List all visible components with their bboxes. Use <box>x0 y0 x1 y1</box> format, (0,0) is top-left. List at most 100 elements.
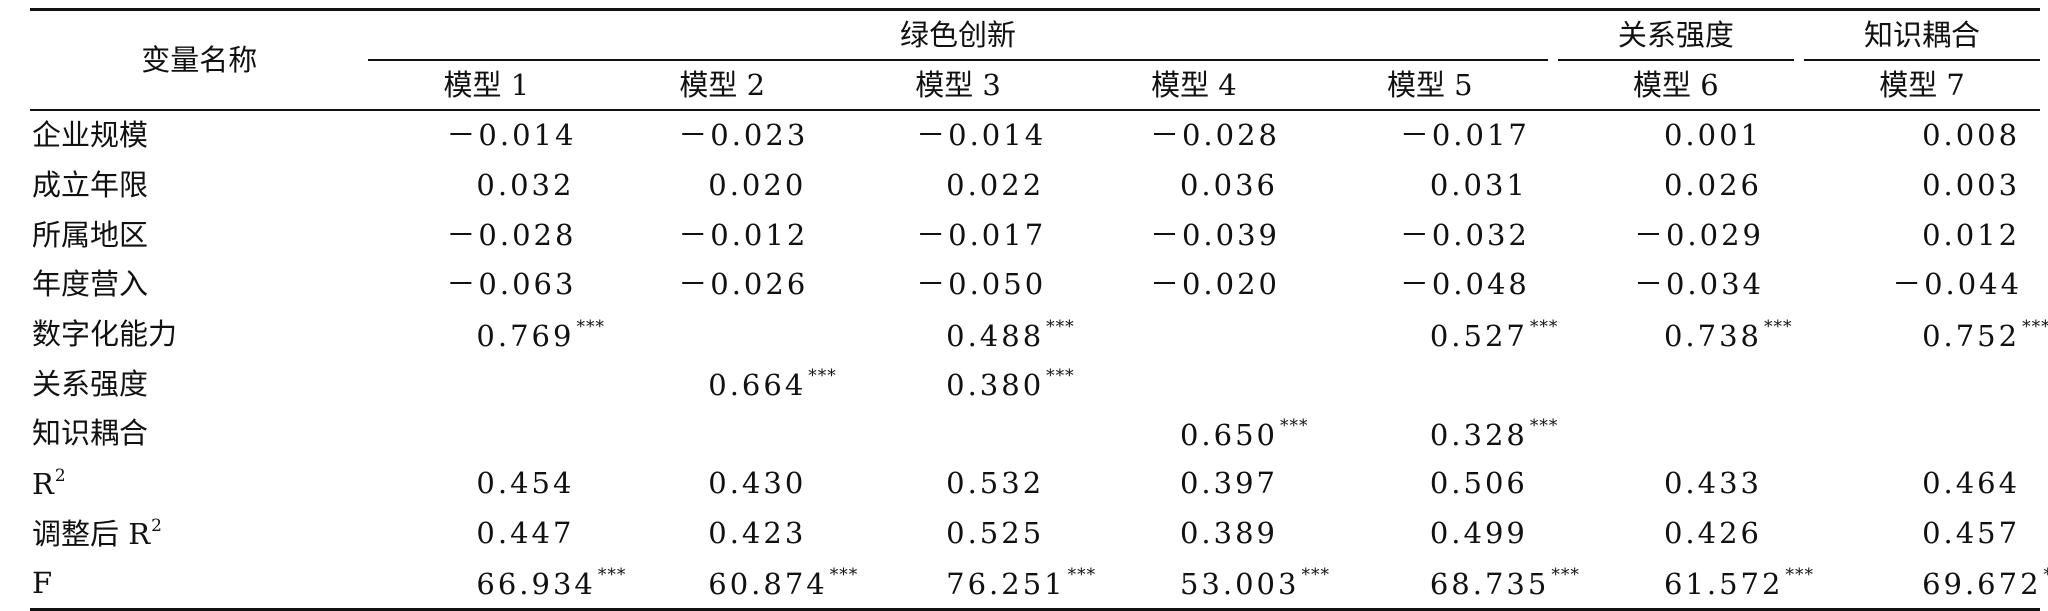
cell-model-7: 0.457 <box>1804 509 2040 559</box>
cell-model-4: 0.389 <box>1076 509 1312 559</box>
cell-model-7: 0.464 <box>1804 459 2040 509</box>
coefficient-value: 0.430 <box>708 466 807 501</box>
cell-gap <box>1794 310 1804 360</box>
cell-model-2: 0.423 <box>604 509 840 559</box>
cell-gap <box>1794 359 1804 409</box>
coefficient-value: －0.014 <box>916 118 1047 153</box>
cell-gap <box>1794 110 1804 161</box>
cell-model-7: 0.003 <box>1804 161 2040 211</box>
row-label: 调整后 R2 <box>30 509 368 559</box>
cell-model-4: －0.020 <box>1076 260 1312 310</box>
model-header-5: 模型 5 <box>1311 59 1548 111</box>
cell-gap <box>1548 509 1558 559</box>
coefficient-value: 0.769 <box>476 318 575 353</box>
coefficient-value: 0.036 <box>1179 168 1279 203</box>
coefficient-value: －0.032 <box>1399 217 1530 252</box>
row-label-text: 企业规模 <box>32 118 149 153</box>
cell-model-1: －0.014 <box>368 110 604 161</box>
cell-model-7 <box>1804 409 2040 459</box>
cell-model-2 <box>604 310 840 360</box>
coefficient-value: 0.454 <box>476 466 575 501</box>
cell-gap <box>1794 409 1804 459</box>
cell-model-3: －0.014 <box>840 110 1076 161</box>
cell-model-6 <box>1558 409 1794 459</box>
coefficient-value: 68.735 <box>1429 567 1550 602</box>
coefficient-value: 0.026 <box>1663 168 1762 203</box>
cell-model-5: －0.048 <box>1312 260 1548 310</box>
cell-model-3: 0.532 <box>840 459 1076 509</box>
significance-stars: *** <box>1280 415 1309 436</box>
row-label-text: 调整后 R <box>32 516 151 551</box>
coefficient-value: －0.044 <box>1892 267 2023 302</box>
cell-model-1: －0.063 <box>368 260 604 310</box>
row-label-text: 关系强度 <box>32 366 149 401</box>
coefficient-value: 0.506 <box>1429 466 1528 501</box>
row-label-text: F <box>32 565 53 600</box>
cell-model-3: 0.380 *** <box>840 359 1076 409</box>
significance-stars: *** <box>808 366 837 387</box>
regression-table: 变量名称 绿色创新 关系强度 知识耦合 模型 1 模型 2 模型 3 模型 4 模型 5… <box>30 8 2048 611</box>
cell-gap <box>1548 459 1558 509</box>
coefficient-value: 0.012 <box>1922 217 2021 252</box>
cell-gap <box>1548 210 1558 260</box>
coefficient-value: －0.017 <box>916 217 1047 252</box>
coefficient-value: 0.457 <box>1922 515 2021 550</box>
cell-model-7: －0.044 <box>1804 260 2040 310</box>
table-row: 成立年限 0.032 0.020 0.022 0.036 0.031 0.026 0.003 <box>30 161 2040 211</box>
coefficient-value: 69.672 <box>1922 567 2042 602</box>
group-green-innovation: 绿色创新 <box>900 17 1017 52</box>
cell-model-6: －0.034 <box>1558 260 1794 310</box>
cell-model-5: 0.506 <box>1312 459 1548 509</box>
model-header-3: 模型 3 <box>840 59 1076 111</box>
coefficient-value: 0.525 <box>946 515 1045 550</box>
coefficient-value: 0.328 <box>1429 417 1528 452</box>
row-label: 数字化能力 <box>30 310 368 360</box>
cell-model-1 <box>368 359 604 409</box>
coefficient-value: －0.048 <box>1399 267 1530 302</box>
coefficient-value: －0.028 <box>1149 118 1281 153</box>
cell-gap <box>1548 110 1558 161</box>
cell-model-2: －0.012 <box>604 210 840 260</box>
significance-stars: *** <box>597 565 627 586</box>
cell-gap <box>1548 260 1558 310</box>
coefficient-value: 0.738 <box>1663 318 1762 353</box>
cell-model-6: 0.026 <box>1558 161 1794 211</box>
table-row: R2 0.454 0.430 0.532 0.397 0.506 0.433 0.464 <box>30 459 2040 509</box>
significance-stars: *** <box>1046 316 1075 337</box>
cell-model-6: 61.572 *** <box>1557 558 1813 611</box>
coefficient-value: －0.039 <box>1149 217 1281 252</box>
row-label-text: 知识耦合 <box>32 416 149 451</box>
row-label-text: 数字化能力 <box>32 317 178 352</box>
cell-model-3: 0.022 <box>840 161 1076 211</box>
significance-stars: *** <box>1067 565 1097 586</box>
cell-model-2: －0.023 <box>604 110 840 161</box>
significance-stars: *** <box>1301 565 1330 586</box>
row-label: 成立年限 <box>30 161 368 211</box>
significance-stars: *** <box>1529 316 1559 337</box>
coefficient-value: 61.572 <box>1663 567 1784 602</box>
group-knowledge-coupling: 知识耦合 <box>1864 17 1981 52</box>
cell-gap <box>1794 459 1804 509</box>
cell-model-1: －0.028 <box>368 210 604 260</box>
coefficient-value: 0.532 <box>946 466 1045 501</box>
cell-model-2: －0.026 <box>604 260 840 310</box>
cell-model-4: 0.650 *** <box>1076 409 1312 459</box>
cell-gap <box>1794 161 1804 211</box>
coefficient-value: 0.447 <box>476 515 575 550</box>
model-header-2: 模型 2 <box>604 59 841 111</box>
row-label: R2 <box>30 459 368 509</box>
coefficient-value: 0.488 <box>946 318 1045 353</box>
significance-stars: *** <box>829 565 859 586</box>
row-label: 关系强度 <box>30 359 368 409</box>
cell-model-4 <box>1076 359 1312 409</box>
cell-model-6: 0.738 *** <box>1558 310 1794 360</box>
significance-stars: *** <box>576 316 605 337</box>
cell-model-5: 0.499 <box>1312 509 1548 559</box>
table-row: 调整后 R2 0.447 0.423 0.525 0.389 0.499 0.426 0.45… <box>30 509 2040 559</box>
coefficient-value: 76.251 <box>946 567 1066 602</box>
significance-stars: *** <box>1763 316 1793 337</box>
cell-model-4: 0.397 <box>1076 459 1312 509</box>
table-row: 知识耦合 0.650 *** 0.328 *** <box>30 409 2040 459</box>
row-label: 年度营入 <box>30 260 368 310</box>
